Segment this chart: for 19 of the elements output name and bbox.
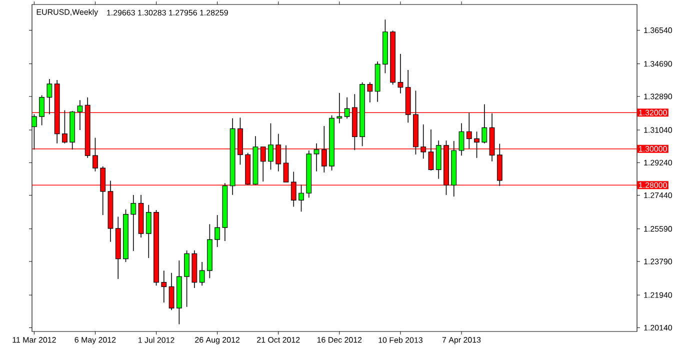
candlestick — [168, 272, 174, 310]
candlestick — [268, 122, 274, 170]
candlestick — [398, 53, 404, 94]
candlestick — [46, 78, 52, 115]
candlestick — [344, 96, 350, 119]
candlestick — [214, 214, 220, 248]
candlestick — [77, 100, 83, 130]
candlestick — [458, 122, 464, 156]
candlestick — [184, 250, 190, 308]
candlestick — [314, 143, 320, 172]
candlestick — [298, 184, 304, 212]
candlestick — [199, 262, 205, 286]
candlestick — [130, 194, 136, 252]
candlestick — [336, 92, 342, 124]
candlestick — [482, 104, 488, 144]
candlestick — [146, 204, 152, 258]
candlestick — [161, 270, 167, 303]
candlestick — [367, 82, 373, 103]
candlestick — [39, 94, 45, 126]
